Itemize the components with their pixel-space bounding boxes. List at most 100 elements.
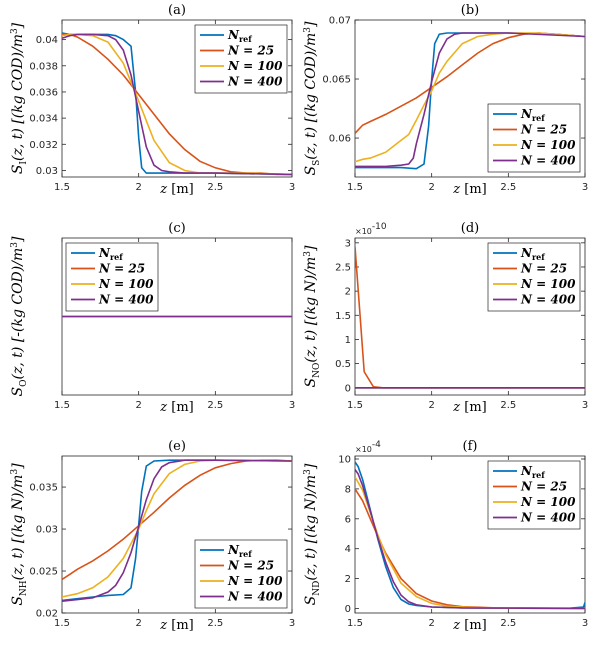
y-axis-label: SND(z, t) [(kg N)/m3] <box>303 463 322 605</box>
x-tick-label: 1.5 <box>347 182 363 193</box>
legend-entry-n400: N = 400 <box>227 590 283 604</box>
legend-entry-ref: Nref <box>227 28 252 44</box>
y-tick-label: 1 <box>345 335 351 346</box>
x-tick-label: 2 <box>428 618 434 629</box>
x-tick-label: 2.5 <box>207 182 223 193</box>
axes-box <box>61 455 293 614</box>
legend-entry-n400: N = 400 <box>520 511 576 525</box>
y-axis-label: SO(z, t) [-(kg COD)/m3] <box>10 236 29 396</box>
y-tick-label: 0.036 <box>29 87 58 98</box>
chart-panel-0: (a) 1.5 2 2.5 3 0.03 0.032 0.034 0.036 0.038 0.04 z… <box>10 3 295 197</box>
y-tick-label: 0.03 <box>36 525 58 536</box>
legend-entry-n25: N = 25 <box>227 44 274 58</box>
legend-entry-n25: N = 25 <box>520 480 567 494</box>
x-tick-label: 3 <box>289 618 295 629</box>
legend-entry-n100: N = 100 <box>520 495 576 509</box>
x-tick-label: 3 <box>289 182 295 193</box>
x-axis-label: z [m] <box>159 618 193 633</box>
x-tick-label: 2 <box>135 400 141 411</box>
y-tick-label: 0.025 <box>29 567 58 578</box>
legend-entry-n100: N = 100 <box>227 574 283 588</box>
x-tick-label: 1.5 <box>347 400 363 411</box>
legend-entry-ref: Nref <box>520 246 545 262</box>
x-tick-label: 2 <box>135 182 141 193</box>
y-tick-label: 0.034 <box>29 114 58 125</box>
legend-entry-n25: N = 25 <box>520 123 567 137</box>
y-exponent-label: ×10-10 <box>355 222 387 236</box>
y-exponent-label: ×10-4 <box>355 440 381 454</box>
x-tick-label: 1.5 <box>54 618 70 629</box>
x-tick-label: 2.5 <box>207 618 223 629</box>
y-tick-label: 10 <box>338 454 351 465</box>
y-tick-label: 0.07 <box>329 16 351 27</box>
axes-box <box>354 19 586 178</box>
y-tick-label: 0.06 <box>329 134 351 145</box>
chart-panel-5: (f) 1.5 2 2.5 3 0 2 4 6 8 10 ×10-4 z [m] SND(z, t) [(… <box>303 439 588 633</box>
y-tick-label: 0 <box>345 383 351 394</box>
y-tick-label: 2 <box>345 574 351 585</box>
y-tick-label: 0.065 <box>322 75 351 86</box>
y-axis-label: SNH(z, t) [(kg N)/m3] <box>10 463 29 606</box>
y-tick-label: 6 <box>345 514 351 525</box>
legend-entry-ref: Nref <box>520 107 545 123</box>
x-tick-label: 3 <box>582 400 588 411</box>
legend-entry-n100: N = 100 <box>98 277 154 291</box>
y-tick-label: 8 <box>345 484 351 495</box>
y-tick-label: 2 <box>345 287 351 298</box>
x-axis-label: z [m] <box>452 618 486 633</box>
x-tick-label: 2 <box>428 400 434 411</box>
x-tick-label: 2.5 <box>500 182 516 193</box>
legend-entry-n400: N = 400 <box>98 293 154 307</box>
chart-panel-4: (e) 1.5 2 2.5 3 0.02 0.025 0.03 0.035 z [m] SNH(z,… <box>10 439 295 633</box>
legend-entry-n100: N = 100 <box>520 138 576 152</box>
y-axis-label: SNO(z, t) [(kg N)/m3] <box>303 245 322 387</box>
legend-entry-n25: N = 25 <box>98 262 145 276</box>
legend-entry-ref: Nref <box>520 464 545 480</box>
x-tick-label: 3 <box>582 618 588 629</box>
y-tick-label: 2.5 <box>335 262 351 273</box>
x-tick-label: 3 <box>582 182 588 193</box>
series-line-n400 <box>62 459 292 602</box>
x-axis-label: z [m] <box>452 400 486 415</box>
chart-panel-2: (c) 1.5 2 2.5 3 z [m] SO(z, t) [-(kg COD)/m3] N… <box>10 221 295 415</box>
x-tick-label: 2 <box>428 182 434 193</box>
axes-box <box>354 237 586 396</box>
panel-label: (c) <box>168 221 185 236</box>
x-axis-label: z [m] <box>159 182 193 197</box>
panel-label: (e) <box>168 439 186 454</box>
legend-entry-n25: N = 25 <box>227 559 274 573</box>
x-tick-label: 2.5 <box>500 618 516 629</box>
legend-entry-n400: N = 400 <box>520 154 576 168</box>
x-tick-label: 3 <box>289 400 295 411</box>
y-tick-label: 0.032 <box>29 140 58 151</box>
legend-entry-n25: N = 25 <box>520 262 567 276</box>
legend-entry-n100: N = 100 <box>520 277 576 291</box>
panel-label: (d) <box>461 221 479 236</box>
panel-label: (a) <box>168 3 186 18</box>
series-line-n400 <box>355 32 585 168</box>
series-line-n400 <box>355 469 585 610</box>
y-axis-label: SI(z, t) [(kg COD)/m3] <box>10 22 29 174</box>
x-tick-label: 2 <box>135 618 141 629</box>
chart-panel-1: (b) 1.5 2 2.5 3 0.06 0.065 0.07 z [m] SS(z, t) [(… <box>303 3 588 197</box>
y-tick-label: 0.03 <box>36 166 58 177</box>
x-tick-label: 1.5 <box>54 182 70 193</box>
x-tick-label: 2.5 <box>207 400 223 411</box>
x-tick-label: 1.5 <box>347 618 363 629</box>
y-tick-label: 0.04 <box>36 35 58 46</box>
chart-panel-3: (d) 1.5 2 2.5 3 0 0.5 1 1.5 2 2.5 3 ×10-10 z [m] SNO(z… <box>303 221 588 415</box>
axes-box <box>61 19 293 178</box>
y-tick-label: 3 <box>345 238 351 249</box>
panel-label: (f) <box>463 439 478 454</box>
y-tick-label: 4 <box>345 544 351 555</box>
y-tick-label: 1.5 <box>335 311 351 322</box>
panel-label: (b) <box>461 3 479 18</box>
y-tick-label: 0.038 <box>29 61 58 72</box>
